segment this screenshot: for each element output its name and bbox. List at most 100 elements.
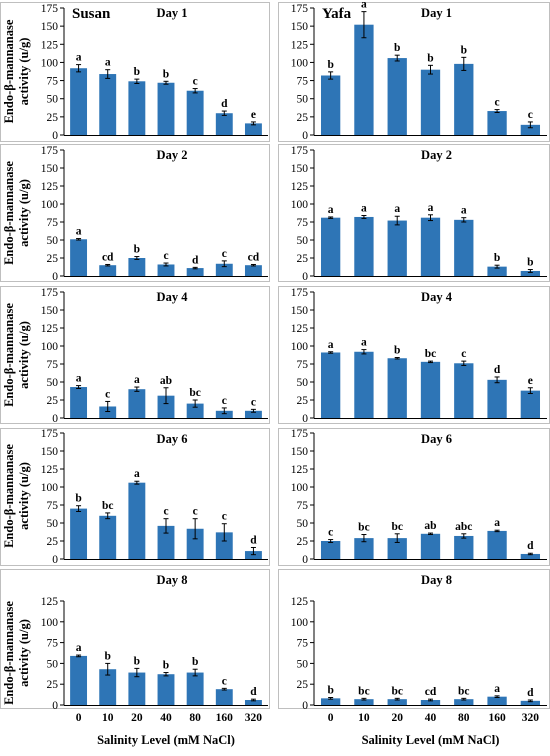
panel-yafa-day-8: 0 25 50 75 100 125 b bc bc cd bc a d Day 8 0 10 20 40 80 16… [278, 569, 550, 747]
y-tick-label: 125 [291, 464, 309, 476]
y-tick-label: 0 [302, 700, 308, 712]
significance-letter: cd [102, 251, 114, 263]
y-tick-label: 0 [52, 413, 58, 425]
bar [215, 410, 233, 418]
x-tick-label: 0 [76, 712, 82, 724]
y-tick-label: 125 [41, 181, 59, 193]
y-tick-label: 100 [291, 482, 309, 494]
y-tick-label: 25 [47, 253, 59, 265]
significance-letter: c [222, 395, 227, 407]
bar [157, 264, 175, 276]
significance-letter: e [528, 375, 533, 387]
significance-letter: b [494, 252, 500, 264]
y-axis-title-line1: Endo-β-mannanase [2, 19, 16, 123]
panel-frame [0, 2, 270, 142]
bar [215, 263, 233, 276]
bar [128, 258, 146, 276]
y-tick-label: 25 [297, 679, 309, 691]
y-tick-label: 50 [47, 377, 59, 389]
panel-title: Day 1 [421, 6, 452, 20]
x-tick-label: 20 [131, 712, 143, 724]
significance-letter: cd [248, 251, 260, 263]
bar [70, 68, 88, 135]
bar [387, 538, 407, 559]
bar [99, 74, 117, 135]
x-tick-label: 20 [391, 712, 403, 724]
significance-letter: b [527, 257, 533, 269]
significance-letter: b [75, 493, 81, 505]
significance-letter: a [361, 337, 367, 349]
bar [320, 541, 341, 559]
bar [420, 700, 441, 705]
y-tick-label: 75 [47, 638, 59, 650]
y-axis-title: Endo-β-mannanase activity (u/g) [2, 444, 31, 548]
y-tick-label: 125 [41, 464, 59, 476]
significance-letter: a [134, 374, 140, 386]
significance-letter: c [328, 527, 333, 539]
y-tick-label: 125 [291, 181, 309, 193]
significance-letter: b [163, 660, 169, 672]
bar [244, 410, 262, 418]
y-tick-label: 75 [297, 500, 309, 512]
y-tick-label: 100 [41, 617, 59, 629]
bar [354, 24, 374, 135]
bar [70, 655, 88, 705]
bar [99, 515, 117, 559]
significance-letter: d [250, 534, 257, 546]
y-tick-label: 150 [41, 21, 59, 33]
panel-susan-day-8: 0 25 50 75 100 125 a b b b b c d Day 8 0 10 20 40 80 160 320… [0, 569, 270, 747]
y-tick-label: 50 [297, 235, 309, 247]
panel-yafa-day-1: 0 25 50 75 100 125 150 175 b a b b b c c Day 1 Yafa [278, 0, 550, 142]
bar [387, 220, 407, 276]
panel-susan-day-1: 0 25 50 75 100 125 150 175 a a b b c d e Day 1 Susan Endo… [0, 2, 270, 142]
significance-letter: bc [189, 387, 201, 399]
y-tick-label: 25 [47, 679, 59, 691]
bar [387, 58, 407, 135]
y-tick-label: 25 [47, 536, 59, 548]
significance-letter: bc [358, 522, 370, 534]
bar [487, 266, 507, 276]
significance-letter: c [163, 250, 168, 262]
panel-yafa-day-4: 0 25 50 75 100 125 150 175 a a b bc c d e Day 4 [278, 286, 550, 425]
bar [70, 387, 88, 418]
panel-frame [0, 286, 270, 424]
x-tick-label: 160 [488, 712, 506, 724]
significance-letter: e [251, 109, 256, 121]
y-tick-label: 0 [52, 271, 58, 283]
bar [454, 699, 474, 705]
panel-frame [278, 428, 550, 566]
y-tick-label: 100 [291, 341, 309, 353]
bar [487, 379, 507, 418]
bar [487, 696, 507, 705]
panel-frame [278, 569, 550, 709]
bar [244, 265, 262, 276]
y-tick-label: 175 [41, 3, 59, 15]
y-tick-label: 125 [41, 39, 59, 51]
bar [387, 358, 407, 418]
bar [520, 390, 541, 418]
x-tick-label: 160 [216, 712, 234, 724]
significance-letter: c [193, 76, 198, 88]
significance-letter: abc [455, 521, 472, 533]
y-tick-label: 50 [47, 235, 59, 247]
y-axis-title-line1: Endo-β-mannanase [2, 601, 16, 705]
bar [186, 403, 204, 418]
panel-yafa-day-2: 0 25 50 75 100 125 150 175 a a a a a b b Day 2 [278, 144, 550, 283]
panel-title: Day 4 [157, 290, 189, 304]
bar [320, 75, 341, 135]
y-tick-label: 100 [41, 199, 59, 211]
significance-letter: d [221, 98, 228, 110]
significance-letter: bc [391, 685, 403, 697]
bar [99, 406, 117, 418]
y-axis-title-line1: Endo-β-mannanase [2, 303, 16, 407]
y-tick-label: 175 [291, 145, 309, 157]
x-tick-label: 320 [522, 712, 540, 724]
bar [354, 538, 374, 559]
panel-title: Day 6 [157, 432, 188, 446]
panel-frame [278, 144, 550, 282]
bar [420, 533, 441, 559]
y-tick-label: 50 [297, 377, 309, 389]
significance-letter: b [134, 244, 140, 256]
bar [520, 700, 541, 705]
